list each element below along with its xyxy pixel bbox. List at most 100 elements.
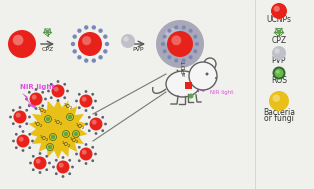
Circle shape [32,168,35,171]
Text: $^1$O$_2$: $^1$O$_2$ [37,106,47,116]
Circle shape [105,42,109,46]
Circle shape [278,35,280,37]
Circle shape [36,159,41,164]
Circle shape [46,30,50,34]
Circle shape [103,49,107,53]
Circle shape [274,6,280,12]
Circle shape [78,159,81,162]
Text: NIR light: NIR light [20,84,55,90]
Circle shape [275,28,277,30]
Text: $^1$O$_2$: $^1$O$_2$ [75,122,85,132]
Circle shape [91,93,94,96]
Circle shape [46,35,48,37]
Circle shape [51,135,55,139]
Circle shape [55,172,58,175]
Circle shape [94,100,97,102]
Circle shape [15,146,18,149]
Circle shape [277,30,281,34]
Circle shape [71,166,74,168]
Circle shape [174,26,178,29]
Circle shape [92,58,96,63]
Circle shape [89,118,102,130]
Text: or fungi: or fungi [264,114,294,123]
Circle shape [68,172,71,175]
Circle shape [50,32,52,33]
Circle shape [167,29,171,33]
Circle shape [78,106,81,109]
Polygon shape [29,99,88,159]
Circle shape [50,83,53,86]
Circle shape [39,152,41,155]
Circle shape [30,92,42,105]
Circle shape [73,34,77,39]
Circle shape [46,117,50,121]
Circle shape [98,55,103,60]
Circle shape [55,159,58,162]
Circle shape [14,111,26,123]
Text: PVP: PVP [132,47,144,52]
Text: $^1$O$_2$: $^1$O$_2$ [69,136,79,146]
Circle shape [91,106,94,109]
Circle shape [13,35,24,45]
Circle shape [269,91,289,111]
Circle shape [161,42,165,46]
Circle shape [78,32,102,56]
Text: PVP: PVP [272,56,286,65]
Text: aPDT: aPDT [182,60,187,76]
Text: $^1$O$_2$: $^1$O$_2$ [39,134,49,144]
Circle shape [163,49,167,53]
Circle shape [57,160,69,174]
Circle shape [62,156,64,159]
Circle shape [85,123,88,125]
Circle shape [12,122,15,125]
Circle shape [171,35,181,45]
Circle shape [78,93,81,96]
Circle shape [68,159,71,162]
Circle shape [282,32,284,34]
Circle shape [274,32,276,34]
Circle shape [9,116,12,118]
Circle shape [77,29,82,33]
Circle shape [84,58,89,63]
Circle shape [45,155,48,158]
Circle shape [19,106,21,109]
Circle shape [84,90,87,93]
Text: $^1$O$_2$: $^1$O$_2$ [63,102,73,112]
Circle shape [189,62,217,90]
Circle shape [88,129,91,132]
Circle shape [79,94,93,108]
Circle shape [57,80,59,83]
Circle shape [28,133,31,136]
Circle shape [62,175,64,178]
Circle shape [276,70,280,74]
Circle shape [25,122,28,125]
Text: UCNPs: UCNPs [267,15,291,24]
Circle shape [71,42,75,46]
Circle shape [95,113,97,116]
Circle shape [92,120,97,125]
Circle shape [57,99,59,102]
Text: $^1$O$_2$: $^1$O$_2$ [61,140,71,150]
Circle shape [31,140,34,142]
Circle shape [66,90,69,92]
Circle shape [68,115,72,119]
Circle shape [189,55,192,59]
Circle shape [271,3,287,19]
Bar [185,82,192,89]
Circle shape [25,109,28,112]
Circle shape [48,162,51,164]
Circle shape [45,168,48,171]
Circle shape [19,125,21,128]
Circle shape [101,116,104,119]
Circle shape [193,35,197,39]
Circle shape [82,97,87,102]
Circle shape [41,104,44,107]
Circle shape [121,34,135,48]
Circle shape [167,55,171,59]
Circle shape [182,59,186,63]
Circle shape [44,98,47,100]
Ellipse shape [166,71,200,97]
Circle shape [28,104,31,107]
Circle shape [104,123,107,125]
Circle shape [35,107,37,110]
